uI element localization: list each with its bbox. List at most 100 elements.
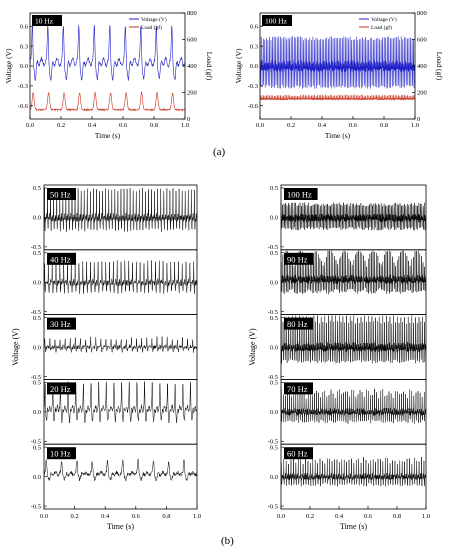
series-line-70hz bbox=[280, 388, 427, 424]
frequency-tag-box bbox=[284, 447, 313, 460]
x-tick-label: 0.6 bbox=[364, 513, 373, 520]
y-axis-label: Voltage (V) bbox=[248, 328, 257, 366]
series-line-voltage bbox=[259, 36, 416, 89]
y-axis-label: Voltage (V) bbox=[11, 328, 20, 366]
y-right-tick-label: 800 bbox=[417, 10, 427, 17]
x-tick-label: 0.2 bbox=[287, 122, 295, 129]
x-tick-label: 0.2 bbox=[57, 122, 65, 129]
x-tick-label: 0.4 bbox=[335, 513, 344, 520]
caption-a: (a) bbox=[213, 146, 226, 158]
x-tick-label: 0.6 bbox=[119, 122, 128, 129]
series-line-40hz bbox=[43, 260, 198, 294]
y-right-tick-label: 0 bbox=[187, 116, 190, 123]
x-tick-label: 1.0 bbox=[181, 122, 189, 129]
y-tick-label: -0.6 bbox=[248, 103, 259, 110]
y-tick-label: 0.5 bbox=[270, 185, 278, 192]
x-tick-label: 0.4 bbox=[88, 122, 97, 129]
y-tick-label: 0.5 bbox=[33, 185, 41, 192]
x-tick-label: 0.6 bbox=[349, 122, 358, 129]
frequency-tag-box bbox=[284, 382, 313, 395]
y-tick-label: -0.5 bbox=[31, 503, 41, 510]
y-tick-label: 0.5 bbox=[33, 380, 41, 387]
y-tick-label: 0.6 bbox=[20, 23, 29, 30]
y-tick-label: 0.0 bbox=[250, 63, 258, 70]
y-tick-label: 0.3 bbox=[250, 43, 258, 50]
y-tick-label: 0.5 bbox=[270, 250, 278, 257]
series-line-90hz bbox=[280, 250, 427, 295]
legend-label: Voltage (V) bbox=[371, 16, 397, 23]
frequency-tag-box bbox=[284, 317, 313, 330]
y-tick-label: -0.5 bbox=[268, 503, 278, 510]
y-tick-label: 0.5 bbox=[33, 250, 41, 257]
x-tick-label: 0.4 bbox=[101, 513, 110, 520]
x-axis-label: Time (s) bbox=[107, 522, 134, 531]
y-tick-label: -0.5 bbox=[31, 309, 41, 316]
y-tick-label: 0.6 bbox=[250, 23, 259, 30]
y-axis-label: Voltage (V) bbox=[4, 48, 13, 84]
y-tick-label: -0.5 bbox=[31, 439, 41, 446]
x-axis-label: Time (s) bbox=[95, 131, 121, 140]
series-line-20hz bbox=[43, 381, 198, 424]
frequency-tag-box bbox=[47, 382, 76, 395]
y-tick-label: 0.5 bbox=[33, 315, 41, 322]
y-tick-label: -0.5 bbox=[268, 439, 278, 446]
series-line-voltage bbox=[29, 25, 186, 81]
x-tick-label: 0.4 bbox=[318, 122, 327, 129]
y-right-axis-label: Load (gf) bbox=[205, 52, 214, 81]
y-tick-label: 0.5 bbox=[33, 444, 41, 451]
y-tick-label: -0.5 bbox=[31, 244, 41, 251]
y-tick-label: 0.5 bbox=[270, 380, 278, 387]
y-tick-label: 0.0 bbox=[270, 474, 278, 481]
frequency-tag: 70 Hz bbox=[287, 384, 308, 394]
x-tick-label: 1.0 bbox=[411, 122, 419, 129]
chart-b_left: -0.5 0.0 0.5 50 Hz -0.5 0.0 0.5 40 Hz -0.5 0.0 0.5… bbox=[11, 184, 201, 531]
series-line-load bbox=[29, 91, 186, 112]
x-tick-label: 0.8 bbox=[150, 122, 158, 129]
x-tick-label: 0.2 bbox=[306, 513, 314, 520]
y-tick-label: 0.0 bbox=[270, 280, 278, 287]
frequency-tag: 60 Hz bbox=[287, 449, 308, 459]
frequency-tag: 10 Hz bbox=[35, 17, 54, 26]
y-right-tick-label: 400 bbox=[417, 63, 427, 70]
x-tick-label: 1.0 bbox=[422, 513, 430, 520]
frequency-tag: 10 Hz bbox=[50, 449, 71, 459]
y-right-tick-label: 600 bbox=[187, 37, 197, 44]
chart-b_right: -0.5 0.0 0.5 100 Hz -0.5 0.0 0.5 90 Hz -0.5 0.0 0.… bbox=[248, 184, 430, 531]
y-tick-label: 0.5 bbox=[270, 444, 278, 451]
x-axis-label: Time (s) bbox=[340, 522, 367, 531]
y-tick-label: -0.5 bbox=[268, 244, 278, 251]
frequency-tag: 40 Hz bbox=[50, 254, 71, 264]
x-tick-label: 0.8 bbox=[162, 513, 170, 520]
y-right-tick-label: 0 bbox=[417, 116, 420, 123]
y-right-axis-label: Load (gf) bbox=[435, 52, 444, 81]
frequency-tag: 100 Hz bbox=[287, 190, 312, 200]
frequency-tag-box bbox=[47, 317, 76, 330]
frequency-tag-box bbox=[262, 15, 292, 26]
series-line-100hz bbox=[280, 202, 427, 231]
series-line-10hz bbox=[43, 458, 198, 482]
x-tick-label: 0.0 bbox=[277, 513, 285, 520]
y-tick-label: 0.0 bbox=[270, 344, 278, 351]
series-line-60hz bbox=[280, 456, 427, 487]
series-line-load bbox=[259, 94, 416, 101]
series-line-80hz bbox=[280, 315, 427, 364]
y-tick-label: -0.5 bbox=[268, 309, 278, 316]
y-right-tick-label: 200 bbox=[417, 90, 427, 97]
frequency-tag: 100 Hz bbox=[265, 17, 288, 26]
x-tick-label: 0.0 bbox=[256, 122, 264, 129]
series-line-30hz bbox=[43, 336, 198, 353]
frequency-tag: 80 Hz bbox=[287, 319, 308, 329]
caption-b: (b) bbox=[221, 535, 234, 547]
y-tick-label: -0.6 bbox=[18, 103, 29, 110]
chart-a1: 0.0 0.2 0.4 0.6 0.8 1.0 -0.6 -0.3 0.0 0.3 0.6 0 200 4… bbox=[4, 10, 214, 140]
x-axis-label: Time (s) bbox=[325, 131, 351, 140]
y-tick-label: 0.0 bbox=[270, 409, 278, 416]
frequency-tag: 50 Hz bbox=[50, 190, 71, 200]
x-tick-label: 0.8 bbox=[380, 122, 388, 129]
y-tick-label: 0.0 bbox=[270, 215, 278, 222]
y-tick-label: -0.3 bbox=[248, 83, 258, 90]
x-tick-label: 0.2 bbox=[71, 513, 79, 520]
y-tick-label: 0.0 bbox=[33, 344, 41, 351]
y-tick-label: 0.0 bbox=[33, 409, 41, 416]
y-tick-label: 0.3 bbox=[20, 43, 28, 50]
